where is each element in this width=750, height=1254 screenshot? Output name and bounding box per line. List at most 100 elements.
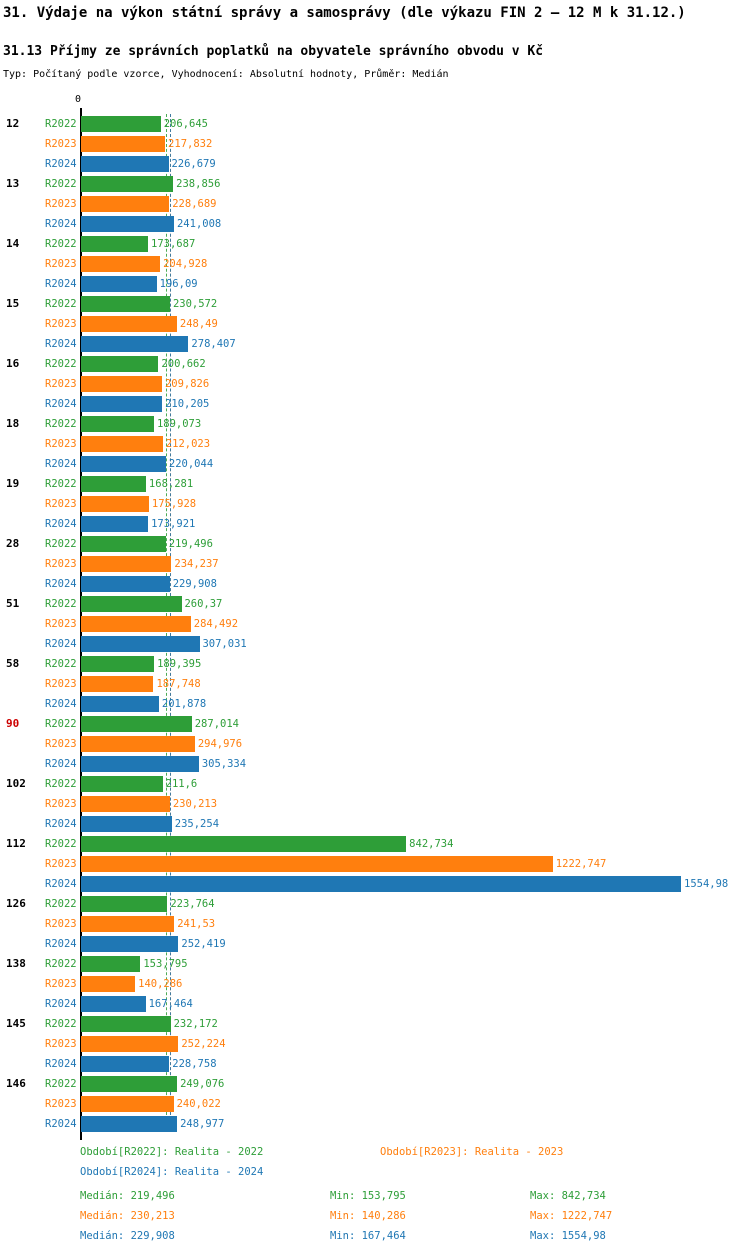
value-label: 189,073 <box>156 418 202 430</box>
value-label: 260,37 <box>184 598 223 610</box>
stats-row-2: Medián: 229,908 Min: 167,464 Max: 1554,98 <box>80 1230 740 1250</box>
bar-r2024-cat-138 <box>81 996 146 1012</box>
bar-r2024-cat-112 <box>81 876 681 892</box>
value-label: 189,395 <box>157 658 202 670</box>
series-label-r2022: R2022 <box>45 1078 77 1090</box>
value-label: 238,856 <box>176 178 221 190</box>
value-label: 173,687 <box>151 238 196 250</box>
category-label: 16 <box>6 357 20 370</box>
value-label: 228,758 <box>172 1058 217 1070</box>
series-label-r2022: R2022 <box>45 838 77 850</box>
value-label: 206,645 <box>163 118 208 130</box>
bar-r2023-cat-14 <box>81 256 161 272</box>
series-label-r2022: R2022 <box>45 958 77 970</box>
stats-median: Medián: 229,908 <box>80 1230 175 1242</box>
value-label: 228,689 <box>172 198 217 210</box>
bar-r2024-cat-90 <box>81 756 199 772</box>
bar-r2024-cat-146 <box>81 1116 178 1132</box>
bar-r2023-cat-112 <box>81 856 553 872</box>
value-label: 235,254 <box>174 818 220 830</box>
value-label: 209,826 <box>164 378 210 390</box>
value-label: 307,031 <box>202 638 247 650</box>
bar-r2024-cat-18 <box>81 456 166 472</box>
bar-r2024-cat-16 <box>81 396 163 412</box>
value-label: 252,419 <box>181 938 226 950</box>
bar-r2023-cat-28 <box>81 556 172 572</box>
stats-min: Min: 153,795 <box>330 1190 406 1202</box>
value-label: 241,008 <box>176 218 222 230</box>
stats-row-0: Medián: 219,496 Min: 153,795 Max: 842,734 <box>80 1190 740 1210</box>
series-label-r2022: R2022 <box>45 118 77 130</box>
bar-r2023-cat-16 <box>81 376 162 392</box>
series-label-r2023: R2023 <box>45 1098 77 1110</box>
category-label: 14 <box>6 237 20 250</box>
category-label: 90 <box>6 717 20 730</box>
legend-item-2: Období[R2024]: Realita - 2024 <box>80 1166 264 1178</box>
bar-r2024-cat-58 <box>81 696 159 712</box>
value-label: 252,224 <box>181 1038 226 1050</box>
series-label-r2023: R2023 <box>45 198 77 210</box>
value-label: 234,237 <box>174 558 219 570</box>
value-label: 241,53 <box>177 918 216 930</box>
bar-r2023-cat-58 <box>81 676 154 692</box>
bar-r2023-cat-13 <box>81 196 170 212</box>
category-label: 15 <box>6 297 20 310</box>
bar-r2022-cat-13 <box>81 176 174 192</box>
bar-r2022-cat-18 <box>81 416 154 432</box>
stats-row-1: Medián: 230,213 Min: 140,286 Max: 1222,747 <box>80 1210 740 1230</box>
bar-r2024-cat-102 <box>81 816 172 832</box>
series-label-r2022: R2022 <box>45 718 77 730</box>
bar-r2023-cat-102 <box>81 796 170 812</box>
bar-r2022-cat-12 <box>81 116 161 132</box>
value-label: 294,976 <box>197 738 243 750</box>
series-label-r2023: R2023 <box>45 918 77 930</box>
category-label: 138 <box>6 957 26 970</box>
series-label-r2024: R2024 <box>45 698 77 710</box>
bar-r2022-cat-58 <box>81 656 155 672</box>
bar-r2023-cat-90 <box>81 736 195 752</box>
value-label: 229,908 <box>172 578 217 590</box>
category-label: 12 <box>6 117 20 130</box>
category-label: 145 <box>6 1017 26 1030</box>
value-label: 212,023 <box>165 438 211 450</box>
bar-r2024-cat-14 <box>81 276 157 292</box>
series-label-r2022: R2022 <box>45 778 77 790</box>
category-label: 58 <box>6 657 20 670</box>
category-label: 112 <box>6 837 26 850</box>
bar-r2022-cat-19 <box>81 476 146 492</box>
bar-r2023-cat-126 <box>81 916 175 932</box>
series-label-r2023: R2023 <box>45 858 77 870</box>
category-label: 18 <box>6 417 20 430</box>
bar-r2024-cat-19 <box>81 516 149 532</box>
stats-median: Medián: 230,213 <box>80 1210 175 1222</box>
series-label-r2024: R2024 <box>45 158 77 170</box>
bar-r2023-cat-19 <box>81 496 149 512</box>
series-label-r2023: R2023 <box>45 738 77 750</box>
value-label: 173,921 <box>151 518 196 530</box>
bar-r2024-cat-13 <box>81 216 174 232</box>
value-label: 287,014 <box>194 718 239 730</box>
bar-r2023-cat-15 <box>81 316 177 332</box>
series-label-r2022: R2022 <box>45 298 77 310</box>
value-label: 217,832 <box>168 138 213 150</box>
bar-r2022-cat-28 <box>81 536 166 552</box>
series-label-r2023: R2023 <box>45 438 77 450</box>
bar-r2023-cat-51 <box>81 616 191 632</box>
value-label: 1222,747 <box>555 858 607 870</box>
series-label-r2024: R2024 <box>45 398 77 410</box>
category-label: 51 <box>6 597 20 610</box>
bar-r2022-cat-51 <box>81 596 182 612</box>
series-label-r2024: R2024 <box>45 638 77 650</box>
category-label: 126 <box>6 897 26 910</box>
series-label-r2024: R2024 <box>45 1118 77 1130</box>
stats-max: Max: 1554,98 <box>530 1230 606 1242</box>
series-label-r2022: R2022 <box>45 898 77 910</box>
series-label-r2022: R2022 <box>45 658 77 670</box>
series-label-r2024: R2024 <box>45 998 77 1010</box>
series-label-r2023: R2023 <box>45 978 77 990</box>
value-label: 842,734 <box>409 838 454 850</box>
value-label: 211,6 <box>165 778 198 790</box>
value-label: 153,795 <box>143 958 188 970</box>
bar-r2024-cat-145 <box>81 1056 170 1072</box>
value-label: 168,281 <box>148 478 194 490</box>
